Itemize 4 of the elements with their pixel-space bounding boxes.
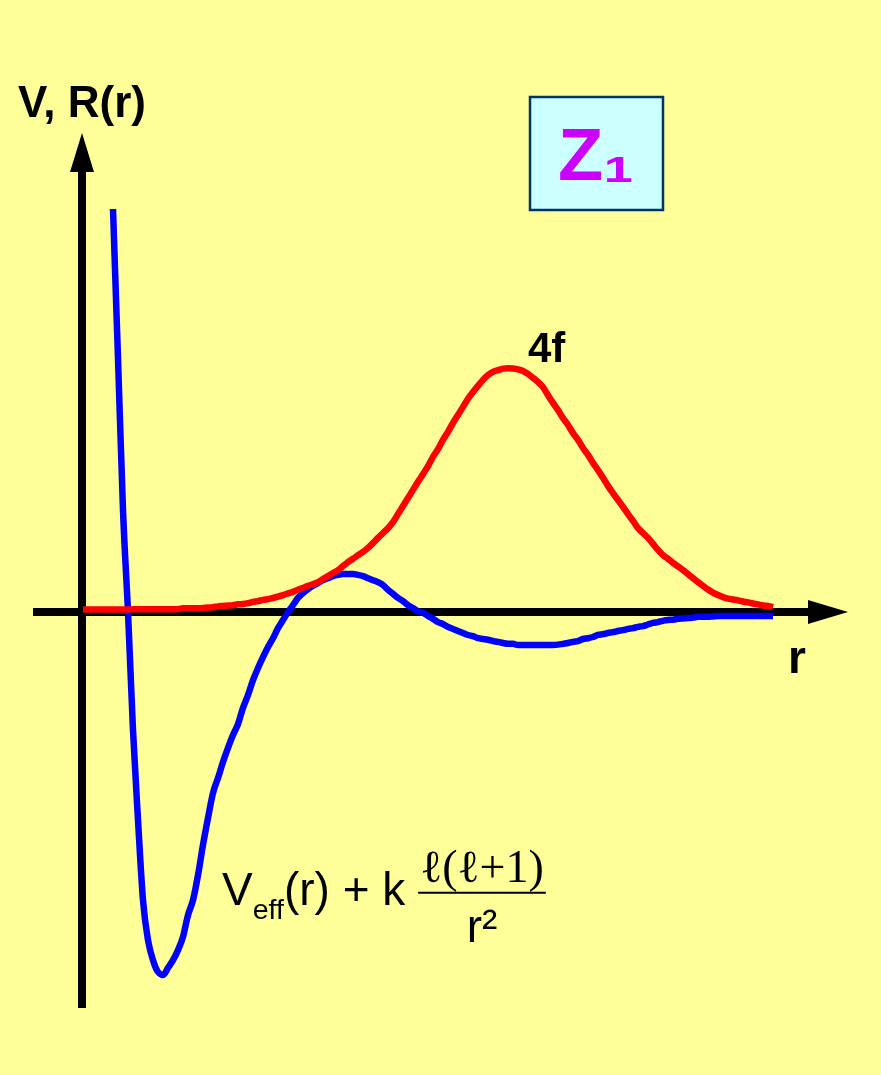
y-axis-title: V, R(r)	[18, 77, 146, 126]
text: Z₁	[558, 113, 634, 196]
series-label: 4f	[528, 324, 567, 372]
x-axis-title: r	[788, 631, 807, 683]
